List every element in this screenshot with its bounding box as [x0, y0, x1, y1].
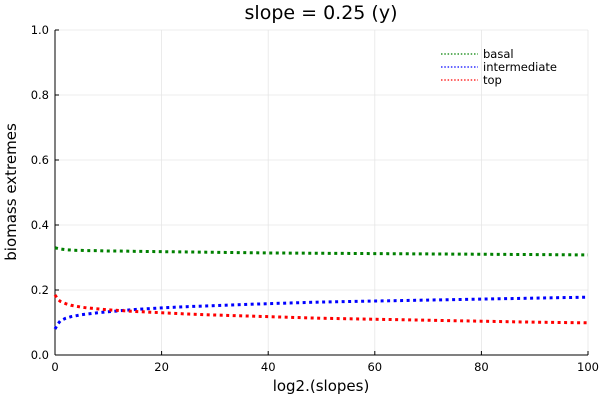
chart-title: slope = 0.25 (y) [245, 2, 398, 24]
y-ticks: 0.0 0.2 0.4 0.6 0.8 1.0 [31, 23, 59, 362]
x-ticks: 0 20 40 60 80 100 [51, 351, 599, 374]
series-line-basal [54, 246, 589, 257]
series-line-intermediate [53, 295, 589, 330]
x-tick-label: 60 [367, 360, 382, 374]
y-tick-label: 0.8 [31, 88, 49, 102]
legend-label-intermediate: intermediate [483, 60, 557, 74]
x-axis-label: log2.(slopes) [273, 377, 370, 395]
axes [54, 30, 588, 356]
y-tick-label: 0.0 [31, 348, 49, 362]
x-tick-label: 100 [577, 360, 599, 374]
y-tick-label: 0.4 [31, 218, 49, 232]
x-tick-label: 40 [261, 360, 276, 374]
y-tick-label: 1.0 [31, 23, 49, 37]
y-tick-label: 0.6 [31, 153, 49, 167]
x-tick-label: 20 [154, 360, 169, 374]
y-axis-label: biomass extremes [2, 123, 20, 261]
legend-label-top: top [483, 73, 502, 87]
x-tick-label: 80 [474, 360, 489, 374]
y-tick-label: 0.2 [31, 283, 49, 297]
legend-label-basal: basal [483, 47, 514, 61]
x-tick-label: 0 [51, 360, 58, 374]
series-layer [53, 246, 589, 330]
